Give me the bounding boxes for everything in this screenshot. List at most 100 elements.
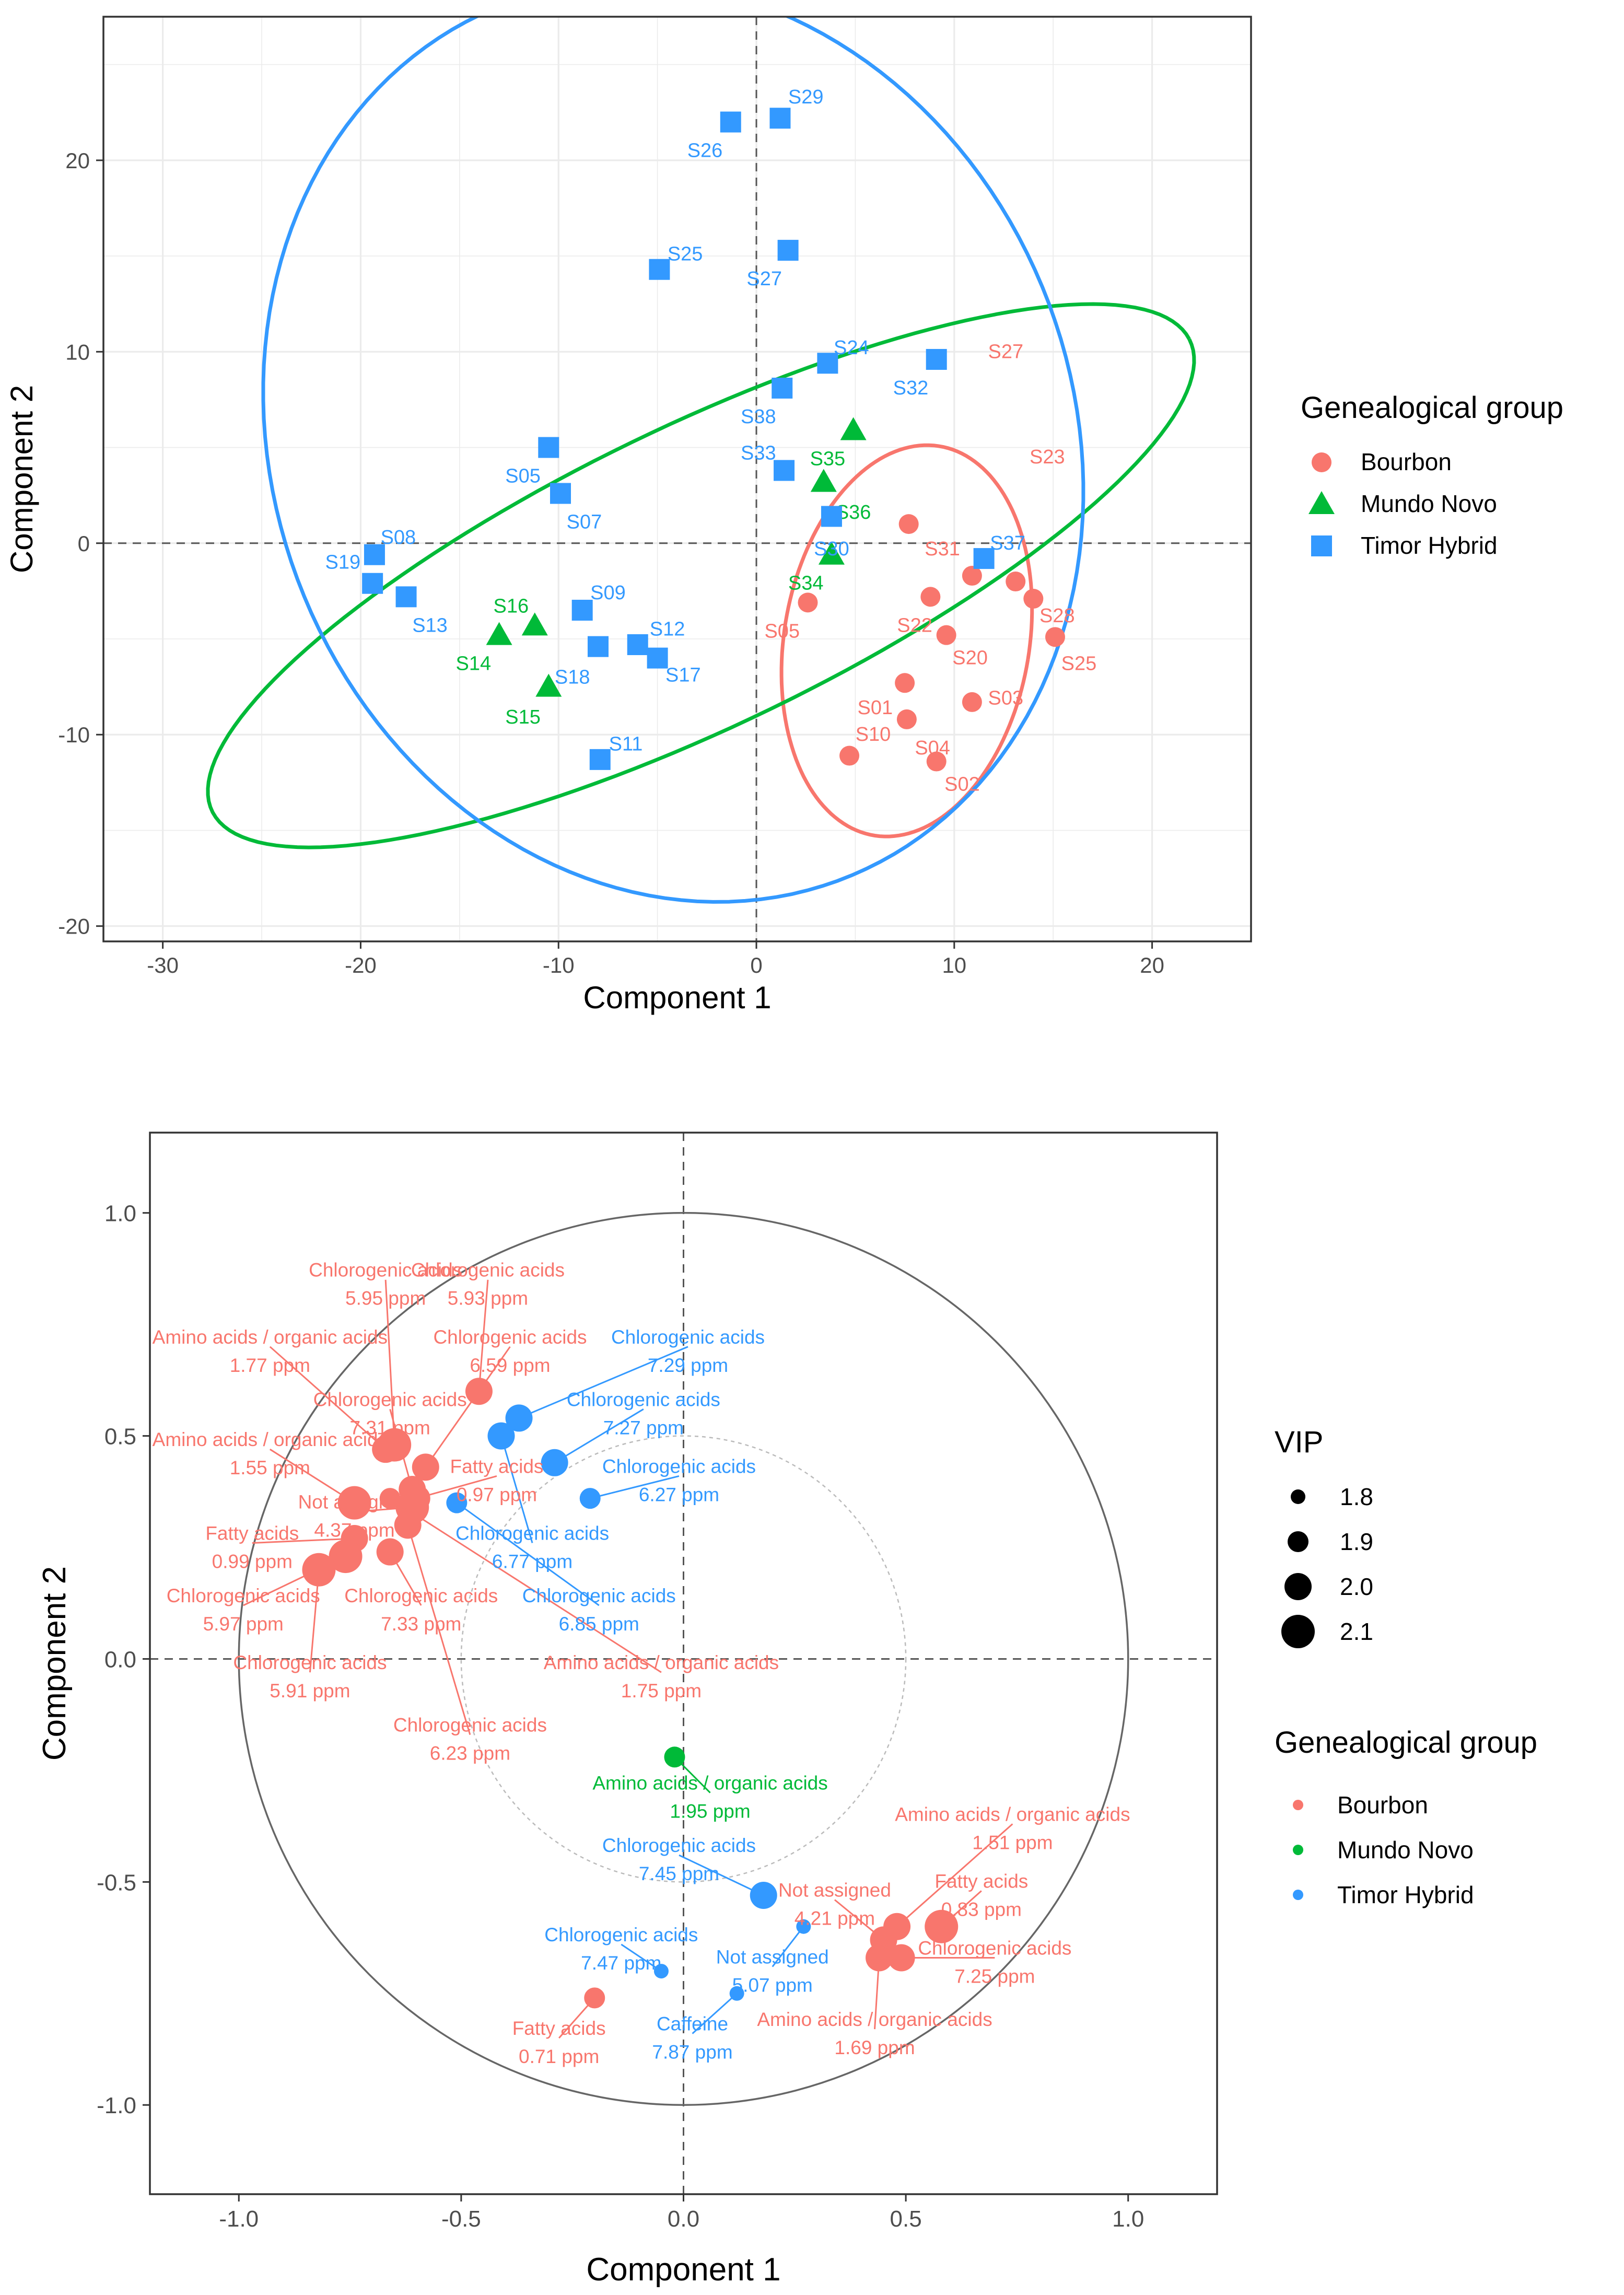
point-timor-hybrid — [587, 636, 609, 657]
ellipse-bourbon — [779, 443, 1034, 838]
loading-label-name: Fatty acids — [205, 1522, 299, 1544]
point-timor-hybrid — [774, 460, 795, 481]
legend-key-timor-hybrid — [1311, 535, 1332, 556]
leader-line — [679, 1854, 764, 1896]
x-axis-label: Component 1 — [586, 2252, 780, 2288]
loading-point — [337, 1486, 371, 1520]
point-label: S15 — [505, 706, 541, 728]
leader-line — [500, 1436, 533, 1543]
loading-point — [302, 1553, 336, 1587]
loading-label-name: Chlorogenic acids — [344, 1585, 498, 1606]
loading-label-value: 5.95 ppm — [345, 1288, 426, 1309]
point-bourbon — [962, 692, 982, 712]
size-legend-label: 1.8 — [1340, 1483, 1373, 1510]
point-label: S16 — [494, 596, 529, 618]
y-tick-label: -0.5 — [97, 1870, 136, 1895]
loading-label-name: Chlorogenic acids — [918, 1937, 1071, 1959]
loading-point — [729, 1986, 744, 2001]
point-bourbon — [962, 566, 982, 586]
correlation-circle-outer — [238, 1211, 1129, 2106]
x-tick-label: -30 — [147, 953, 179, 977]
point-label: S22 — [897, 614, 932, 636]
size-legend-label: 2.1 — [1340, 1618, 1373, 1645]
loading-label-name: Fatty acids — [512, 2018, 606, 2039]
loading-label-name: Fatty acids — [934, 1870, 1028, 1892]
point-bourbon — [895, 673, 915, 693]
legend-key-bourbon — [1293, 1800, 1303, 1810]
loading-label-value: 0.97 ppm — [457, 1484, 537, 1505]
loading-point — [376, 1538, 404, 1566]
y-tick-label: 0 — [78, 531, 90, 556]
point-label: S25 — [668, 243, 703, 265]
point-label: S07 — [567, 511, 602, 533]
point-bourbon — [1006, 572, 1026, 592]
loading-point — [412, 1453, 439, 1481]
legend-title: Genealogical group — [1275, 1726, 1537, 1760]
leader-line — [518, 1346, 688, 1419]
x-tick-label: -20 — [345, 953, 377, 977]
point-label: S14 — [456, 653, 492, 675]
loading-label-value: 7.33 ppm — [381, 1613, 461, 1635]
leader-line — [407, 1524, 471, 1735]
point-timor-hybrid — [720, 111, 741, 133]
loading-label-value: 1.51 ppm — [972, 1832, 1053, 1853]
point-mundo-novo — [486, 622, 512, 645]
point-label: S27 — [988, 341, 1023, 363]
point-label: S03 — [988, 688, 1023, 709]
point-label: S17 — [665, 665, 701, 686]
point-label: S38 — [741, 406, 776, 428]
plot-border — [102, 16, 1252, 942]
legend-key-bourbon — [1312, 452, 1331, 472]
point-label: S05 — [764, 620, 800, 642]
loading-label-value: 1.69 ppm — [834, 2037, 915, 2058]
point-bourbon — [798, 592, 818, 613]
loading-point — [372, 1436, 400, 1463]
point-timor-hybrid — [769, 108, 791, 129]
x-tick-label: 0 — [750, 953, 762, 977]
leader-line — [389, 1497, 662, 1673]
loading-label-name: Amino acids / organic acids — [153, 1429, 388, 1450]
legend-label: Timor Hybrid — [1337, 1881, 1474, 1908]
x-tick-label: 0.0 — [668, 2206, 699, 2232]
point-timor-hybrid — [973, 548, 995, 569]
loading-point — [505, 1404, 533, 1432]
loading-point — [487, 1422, 515, 1450]
point-bourbon — [936, 625, 956, 645]
correlation-circle-inner — [460, 1435, 907, 1883]
legend-key-mundo-novo — [1293, 1845, 1303, 1855]
point-label: S20 — [952, 647, 988, 669]
loading-label-name: Chlorogenic acids — [167, 1585, 320, 1606]
point-mundo-novo — [840, 417, 867, 440]
loading-label-value: 7.47 ppm — [581, 1952, 661, 1974]
point-label: S25 — [1061, 653, 1097, 675]
point-label: S11 — [609, 733, 643, 755]
loading-label-value: 0.83 ppm — [941, 1898, 1022, 1920]
loading-label-value: 1.75 ppm — [621, 1680, 702, 1702]
x-axis-label: Component 1 — [583, 980, 771, 1015]
y-tick-label: 0.0 — [104, 1647, 136, 1672]
point-timor-hybrid — [647, 647, 668, 669]
loading-label-name: Amino acids / organic acids — [895, 1803, 1130, 1825]
loading-point — [887, 1944, 915, 1972]
legend-key-timor-hybrid — [1293, 1890, 1303, 1900]
size-legend-key — [1281, 1615, 1315, 1648]
loading-point — [653, 1964, 669, 1979]
size-legend-title: VIP — [1275, 1425, 1324, 1459]
loading-plot: Chlorogenic acids 5.93 ppm Chlorogenic aci… — [37, 1132, 1537, 2288]
loading-label-value: 6.23 ppm — [430, 1743, 510, 1764]
point-bourbon — [926, 751, 947, 772]
point-timor-hybrid — [571, 600, 593, 621]
loading-label-value: 0.99 ppm — [212, 1551, 293, 1572]
leader-line — [896, 1823, 1013, 1927]
y-tick-label: 0.5 — [104, 1424, 136, 1450]
point-bourbon — [1045, 627, 1065, 647]
loading-point — [379, 1488, 401, 1509]
leader-line — [692, 1993, 738, 2034]
loading-label-name: Chlorogenic acids — [611, 1326, 765, 1348]
point-label: S32 — [893, 377, 929, 399]
loading-point — [394, 1511, 422, 1539]
y-tick-label: -20 — [58, 914, 90, 939]
leader-line — [772, 1926, 804, 1967]
loading-label-name: Chlorogenic acids — [567, 1389, 720, 1410]
point-label: S35 — [810, 448, 846, 470]
